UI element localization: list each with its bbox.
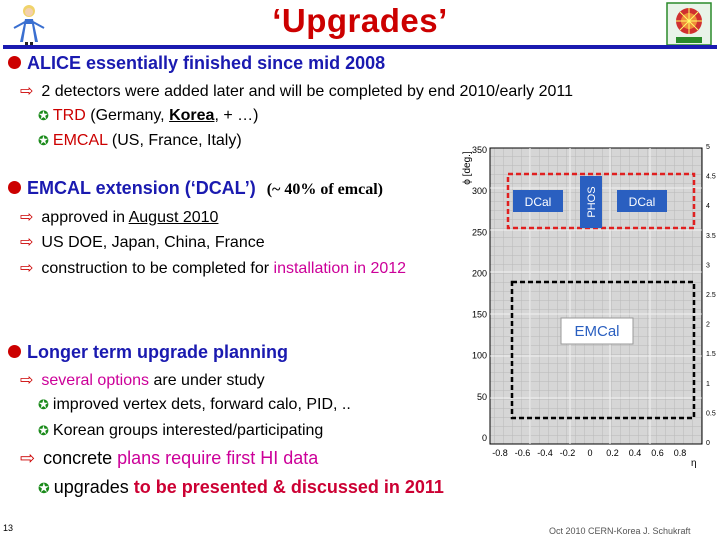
x-tick-label: 0.4 <box>629 448 642 458</box>
alice-wonderland-logo-icon <box>6 2 52 46</box>
y-tick-label: 0 <box>482 433 487 443</box>
x-tick-label: -0.2 <box>560 448 576 458</box>
arrow-bullet-icon: ⇨ <box>20 260 34 277</box>
y-axis-label: ϕ [deg.] <box>462 151 473 185</box>
y-tick-label: 100 <box>472 351 487 361</box>
y-tick-label: 300 <box>472 186 487 196</box>
line-funding: ⇨ US DOE, Japan, China, France <box>20 234 265 251</box>
z-tick-label: 2 <box>706 322 710 329</box>
line-concrete: ⇨ concrete plans require first HI data <box>20 448 319 468</box>
z-tick-label: 4 <box>706 203 710 210</box>
page-title: ‘Upgrades’ <box>272 2 448 39</box>
heading-longer-term: Longer term upgrade planning <box>8 342 288 363</box>
emcal-region-box <box>510 280 696 420</box>
footer-text: Oct 2010 CERN-Korea J. Schukraft <box>549 526 691 536</box>
z-tick-label: 0.5 <box>706 410 716 417</box>
dcal-left-label-box <box>513 190 563 212</box>
star-bullet-icon: ✪ <box>38 108 49 123</box>
y-tick-label: 50 <box>477 392 487 402</box>
phos-label-box <box>580 176 602 228</box>
page-number: 13 <box>3 523 14 533</box>
x-axis-label: η <box>691 458 697 469</box>
bullet-dot-icon <box>8 345 21 358</box>
x-tick-label: -0.8 <box>492 448 508 458</box>
z-tick-label: 4.5 <box>706 174 716 181</box>
z-tick-label: 1 <box>706 381 710 388</box>
x-tick-label: -0.4 <box>537 448 553 458</box>
arrow-bullet-icon: ⇨ <box>20 448 36 468</box>
arrow-bullet-icon: ⇨ <box>20 234 34 251</box>
title-divider <box>3 45 717 49</box>
line-options-item2: ✪ Korean groups interested/participating <box>38 422 324 439</box>
z-tick-label: 5 <box>706 144 710 151</box>
arrow-bullet-icon: ⇨ <box>20 83 34 100</box>
z-tick-label: 0 <box>706 440 710 447</box>
line-options: ⇨ several options are under study <box>20 372 265 389</box>
y-tick-label: 150 <box>472 310 487 320</box>
bullet-dot-icon <box>8 56 21 69</box>
dcal-right-label: DCal <box>629 195 656 209</box>
line-emcal: ✪ EMCAL (US, France, Italy) <box>38 132 242 149</box>
y-tick-label: 250 <box>472 227 487 237</box>
z-tick-label: 1.5 <box>706 351 716 358</box>
line-approved: ⇨ approved in August 2010 <box>20 209 219 226</box>
star-bullet-icon: ✪ <box>38 480 50 496</box>
x-tick-label: -0.6 <box>515 448 531 458</box>
dcal-left-label: DCal <box>525 195 552 209</box>
star-bullet-icon: ✪ <box>38 423 49 438</box>
line-trd: ✪ TRD (Germany, Korea, + …) <box>38 107 259 124</box>
emcal-label: EMCal <box>574 323 619 340</box>
star-bullet-icon: ✪ <box>38 133 49 148</box>
x-tick-label: 0 <box>587 448 592 458</box>
line-detectors-added: ⇨ 2 detectors were added later and will b… <box>20 83 574 100</box>
line-construction: ⇨ construction to be completed for instal… <box>20 260 407 277</box>
phos-label: PHOS <box>586 186 598 217</box>
z-tick-label: 3.5 <box>706 233 716 240</box>
x-tick-label: 0.2 <box>606 448 619 458</box>
arrow-bullet-icon: ⇨ <box>20 372 34 389</box>
y-tick-label: 200 <box>472 268 487 278</box>
detector-coverage-figure: DCal DCal PHOS EMCal ϕ [deg.] η 350 300 25… <box>440 138 720 472</box>
bullet-dot-icon <box>8 181 21 194</box>
heading-emcal-extension: EMCAL extension (‘DCAL’) (~ 40% of emcal… <box>8 178 383 199</box>
arrow-bullet-icon: ⇨ <box>20 209 34 226</box>
x-tick-label: 0.8 <box>674 448 687 458</box>
line-present: ✪ upgrades to be presented & discussed in… <box>38 477 444 497</box>
dcal-right-label-box <box>617 190 667 212</box>
heading-alice-finished: ALICE essentially finished since mid 200… <box>8 53 385 74</box>
y-tick-label: 350 <box>472 145 487 155</box>
line-options-item1: ✪ improved vertex dets, forward calo, PID… <box>38 396 351 413</box>
x-tick-label: 0.6 <box>651 448 664 458</box>
emcal-label-box <box>560 317 634 345</box>
star-bullet-icon: ✪ <box>38 397 49 412</box>
z-tick-label: 2.5 <box>706 292 716 299</box>
z-tick-label: 3 <box>706 262 710 269</box>
